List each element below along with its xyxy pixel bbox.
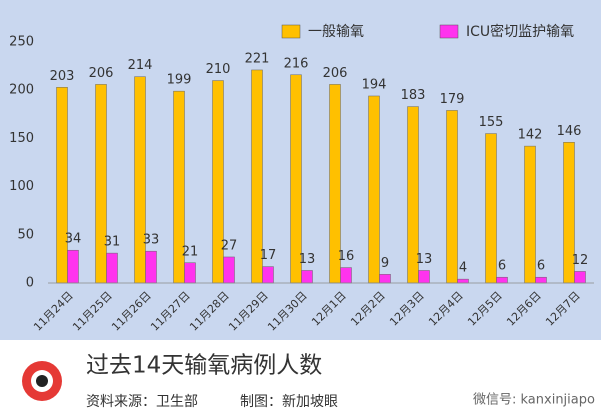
bar (535, 276, 547, 284)
legend-swatch (281, 24, 301, 39)
bar (457, 278, 469, 284)
bar (184, 262, 196, 284)
y-tick-label: 200 (9, 83, 34, 98)
data-label: 142 (518, 128, 543, 143)
legend-label: ICU密切监护输氧 (466, 23, 574, 40)
data-label: 199 (167, 73, 192, 88)
credit: 制图：新加坡眼 (240, 394, 338, 410)
data-label: 27 (221, 238, 238, 253)
data-label: 206 (89, 66, 114, 81)
bar (262, 266, 274, 284)
data-label: 206 (323, 66, 348, 81)
y-tick-label: 50 (17, 227, 34, 242)
bar (485, 133, 497, 284)
data-label: 16 (338, 249, 355, 264)
data-label: 12 (572, 253, 589, 268)
data-label: 17 (260, 248, 277, 263)
bar (145, 250, 157, 284)
bar (418, 270, 430, 284)
data-label: 203 (50, 69, 75, 84)
legend-label: 一般输氧 (308, 24, 364, 40)
bar (340, 267, 352, 284)
legend-swatch (439, 24, 459, 39)
y-tick-label: 150 (9, 131, 34, 146)
y-tick-label: 0 (26, 276, 34, 291)
data-label: 21 (182, 244, 199, 259)
bar (379, 274, 391, 284)
data-label: 9 (381, 256, 389, 271)
watermark: 微信号: kanxinjiapo (473, 393, 595, 408)
bar (446, 110, 458, 284)
bar (223, 256, 235, 284)
bar (496, 276, 508, 284)
y-tick-label: 100 (9, 179, 34, 194)
data-label: 13 (299, 252, 316, 267)
data-label: 4 (459, 261, 467, 276)
data-label: 13 (416, 252, 433, 267)
y-tick-label: 250 (9, 35, 34, 50)
data-label: 210 (206, 62, 231, 77)
data-label: 6 (498, 259, 506, 274)
data-label: 194 (362, 77, 387, 92)
bar (67, 249, 79, 284)
bar (106, 252, 118, 284)
data-label: 221 (245, 51, 270, 66)
data-label: 214 (128, 58, 153, 73)
data-label: 216 (284, 56, 309, 71)
data-label: 6 (537, 259, 545, 274)
data-label: 155 (479, 115, 504, 130)
bar (368, 95, 380, 284)
chart-title: 过去14天输氧病例人数 (86, 353, 322, 379)
bar (95, 84, 107, 284)
data-label: 34 (65, 232, 82, 247)
data-label: 179 (440, 92, 465, 107)
bar (56, 87, 68, 284)
bar (301, 270, 313, 284)
data-label: 183 (401, 88, 426, 103)
logo-pupil (36, 375, 48, 387)
data-label: 146 (557, 124, 582, 139)
bar (134, 76, 146, 284)
data-label: 33 (143, 233, 160, 248)
data-label: 31 (104, 235, 121, 250)
source: 资料来源：卫生部 (86, 394, 198, 410)
bar (524, 145, 536, 284)
footer-background (0, 340, 601, 420)
bar (574, 271, 586, 284)
